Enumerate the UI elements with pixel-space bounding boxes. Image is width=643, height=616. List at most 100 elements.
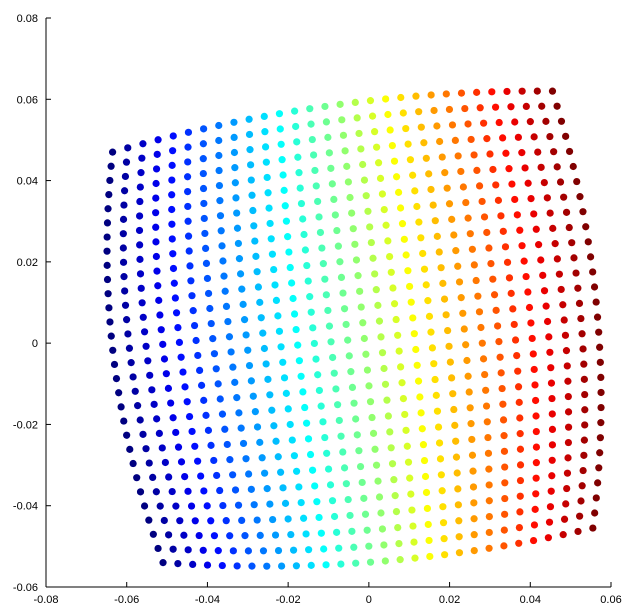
data-point	[312, 355, 320, 363]
data-point	[359, 160, 367, 169]
data-point	[169, 132, 177, 140]
data-point	[591, 509, 599, 517]
data-point	[264, 375, 272, 383]
data-point	[216, 395, 224, 403]
data-point	[233, 562, 241, 570]
data-point	[292, 467, 301, 475]
data-point	[590, 283, 599, 291]
data-point	[136, 270, 145, 278]
data-point	[174, 443, 183, 451]
data-point	[270, 422, 278, 430]
data-point	[145, 459, 153, 467]
data-point	[168, 191, 176, 199]
data-point	[384, 110, 392, 119]
data-point	[325, 149, 333, 157]
data-point	[532, 412, 540, 420]
data-point	[551, 240, 559, 248]
data-point	[165, 473, 173, 481]
data-point	[511, 336, 520, 344]
data-point	[203, 274, 212, 283]
data-point	[230, 118, 238, 126]
data-point	[437, 471, 445, 479]
data-point	[390, 157, 399, 165]
data-point	[306, 450, 315, 459]
data-point	[338, 116, 346, 124]
data-point	[319, 260, 327, 268]
data-point	[455, 533, 463, 541]
data-point	[189, 307, 197, 315]
data-point	[553, 255, 561, 263]
data-point	[492, 306, 500, 314]
data-point	[550, 148, 558, 156]
data-point	[294, 153, 302, 161]
data-point	[545, 518, 554, 526]
data-point	[487, 259, 495, 268]
data-point	[423, 504, 432, 513]
data-point	[249, 392, 257, 400]
data-point	[538, 102, 546, 110]
data-point	[562, 132, 570, 140]
data-point	[218, 410, 227, 418]
data-point	[597, 373, 605, 382]
data-point	[427, 185, 435, 194]
data-point	[172, 502, 180, 510]
data-point	[367, 238, 375, 247]
data-point	[152, 165, 161, 173]
data-point	[520, 257, 528, 265]
data-point	[112, 375, 121, 383]
data-point	[136, 488, 145, 496]
data-point	[363, 366, 372, 374]
data-point	[366, 398, 375, 406]
data-point	[369, 429, 378, 437]
data-point	[229, 363, 237, 371]
data-point	[445, 342, 453, 350]
data-point	[452, 247, 460, 255]
data-point	[202, 244, 210, 253]
data-point	[408, 506, 416, 514]
data-point	[597, 388, 605, 397]
data-point	[157, 326, 165, 334]
data-point	[336, 258, 344, 266]
data-point	[565, 147, 574, 156]
data-point	[514, 367, 522, 375]
data-point	[199, 155, 207, 163]
data-point	[266, 391, 274, 399]
data-point	[345, 352, 353, 360]
data-point	[142, 342, 150, 350]
data-point	[353, 114, 361, 122]
data-point	[366, 558, 375, 566]
data-point	[121, 287, 129, 295]
data-point	[168, 161, 176, 169]
data-point	[470, 261, 478, 269]
data-point	[574, 527, 582, 536]
data-point	[578, 482, 586, 490]
data-point	[105, 304, 113, 312]
data-point	[452, 437, 460, 445]
data-point	[548, 472, 556, 480]
data-point	[281, 499, 290, 507]
data-point	[593, 313, 602, 321]
data-point	[573, 177, 581, 186]
data-point	[579, 345, 587, 353]
data-point	[270, 265, 278, 274]
data-point	[281, 202, 289, 210]
y-tick-label: 0.02	[17, 257, 38, 269]
data-point	[420, 265, 429, 273]
data-point	[442, 90, 450, 98]
data-point	[103, 261, 111, 269]
data-point	[238, 516, 246, 525]
data-point	[532, 474, 540, 482]
data-point	[500, 432, 508, 440]
data-point	[154, 544, 162, 553]
data-point	[256, 438, 264, 446]
data-point	[501, 494, 509, 503]
data-point	[463, 356, 471, 365]
data-point	[513, 211, 521, 219]
data-point	[135, 212, 144, 220]
data-point	[177, 458, 186, 466]
data-point	[561, 331, 570, 339]
data-point	[354, 272, 362, 280]
data-point	[264, 189, 272, 197]
data-point	[324, 465, 333, 473]
data-point	[532, 225, 540, 233]
